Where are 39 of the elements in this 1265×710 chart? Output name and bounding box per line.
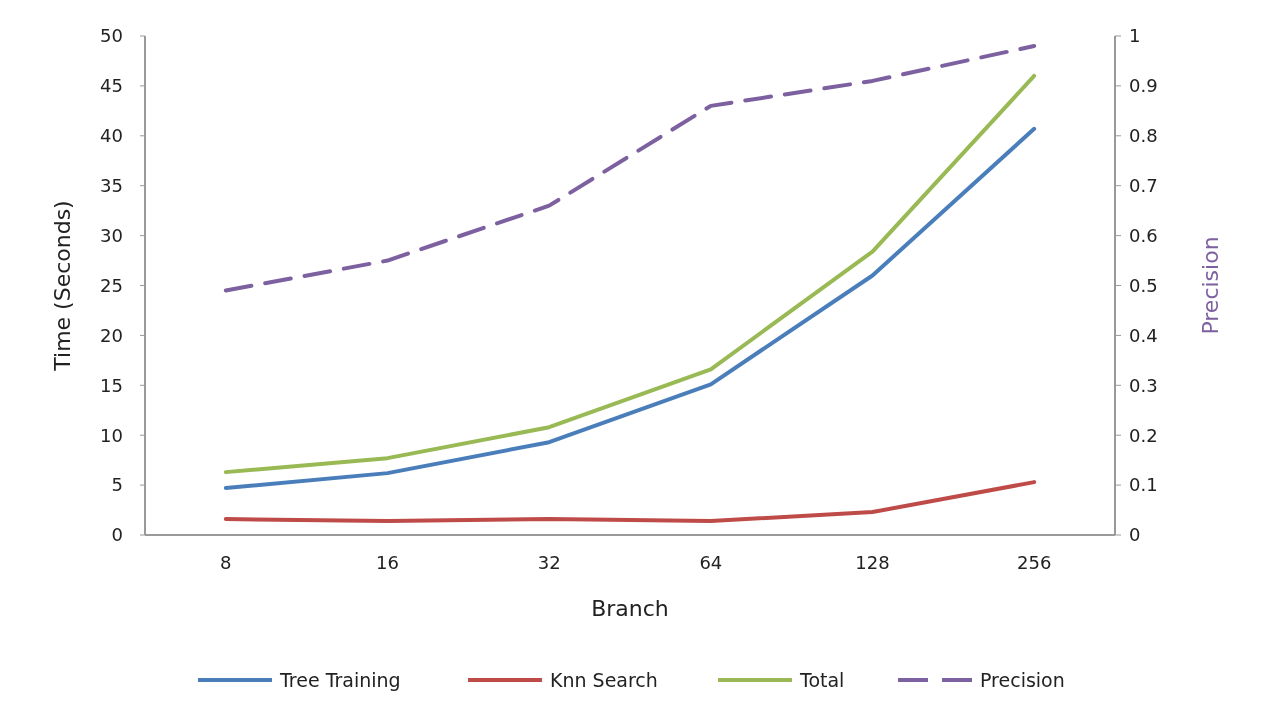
line-series xyxy=(223,480,1037,524)
x-tick-label: 8 xyxy=(220,552,232,573)
y2-tick-label: 0.7 xyxy=(1129,175,1158,196)
y2-tick-label: 0.8 xyxy=(1129,125,1158,147)
line-series xyxy=(223,73,1037,475)
y2-tick-label: 0 xyxy=(1129,524,1141,546)
y-tick-label: 15 xyxy=(100,374,123,396)
legend-label: Tree Training xyxy=(279,668,401,691)
legend-label: Knn Search xyxy=(550,668,658,691)
y2-tick-label: 0.3 xyxy=(1129,374,1158,396)
y-tick-label: 0 xyxy=(111,524,123,546)
y2-tick-label: 0.6 xyxy=(1129,224,1158,246)
x-tick-label: 256 xyxy=(1016,552,1052,573)
y-tick-label: 35 xyxy=(100,175,123,196)
y-tick-label: 30 xyxy=(100,224,123,246)
y2-tick-label: 0.2 xyxy=(1129,424,1158,446)
x-tick-label: 128 xyxy=(855,552,890,573)
y2-tick-label: 1 xyxy=(1129,25,1141,47)
y-tick-label: 20 xyxy=(100,324,123,346)
y-tick-label: 5 xyxy=(111,474,123,496)
y2-tick-label: 0.1 xyxy=(1129,474,1158,496)
y2-tick-label: 0.9 xyxy=(1129,75,1158,97)
y2-tick-label: 0.5 xyxy=(1129,274,1158,296)
x-tick-label: 16 xyxy=(376,552,399,573)
y-tick-label: 40 xyxy=(100,125,123,147)
line-series xyxy=(223,43,1037,293)
y-axis-title: Time (Seconds) xyxy=(50,200,75,372)
x-tick-label: 64 xyxy=(699,552,723,573)
y2-axis-title: Precision xyxy=(1198,236,1223,335)
legend-label: Precision xyxy=(980,668,1065,691)
y-tick-label: 45 xyxy=(100,75,123,97)
y-tick-label: 50 xyxy=(100,25,123,47)
x-tick-label: 32 xyxy=(537,552,561,573)
y-tick-label: 10 xyxy=(100,424,123,446)
x-axis-title: Branch xyxy=(591,596,669,621)
y2-tick-label: 0.4 xyxy=(1129,324,1158,346)
line-series xyxy=(223,126,1037,491)
y-tick-label: 25 xyxy=(100,274,123,296)
legend-label: Total xyxy=(799,668,845,691)
